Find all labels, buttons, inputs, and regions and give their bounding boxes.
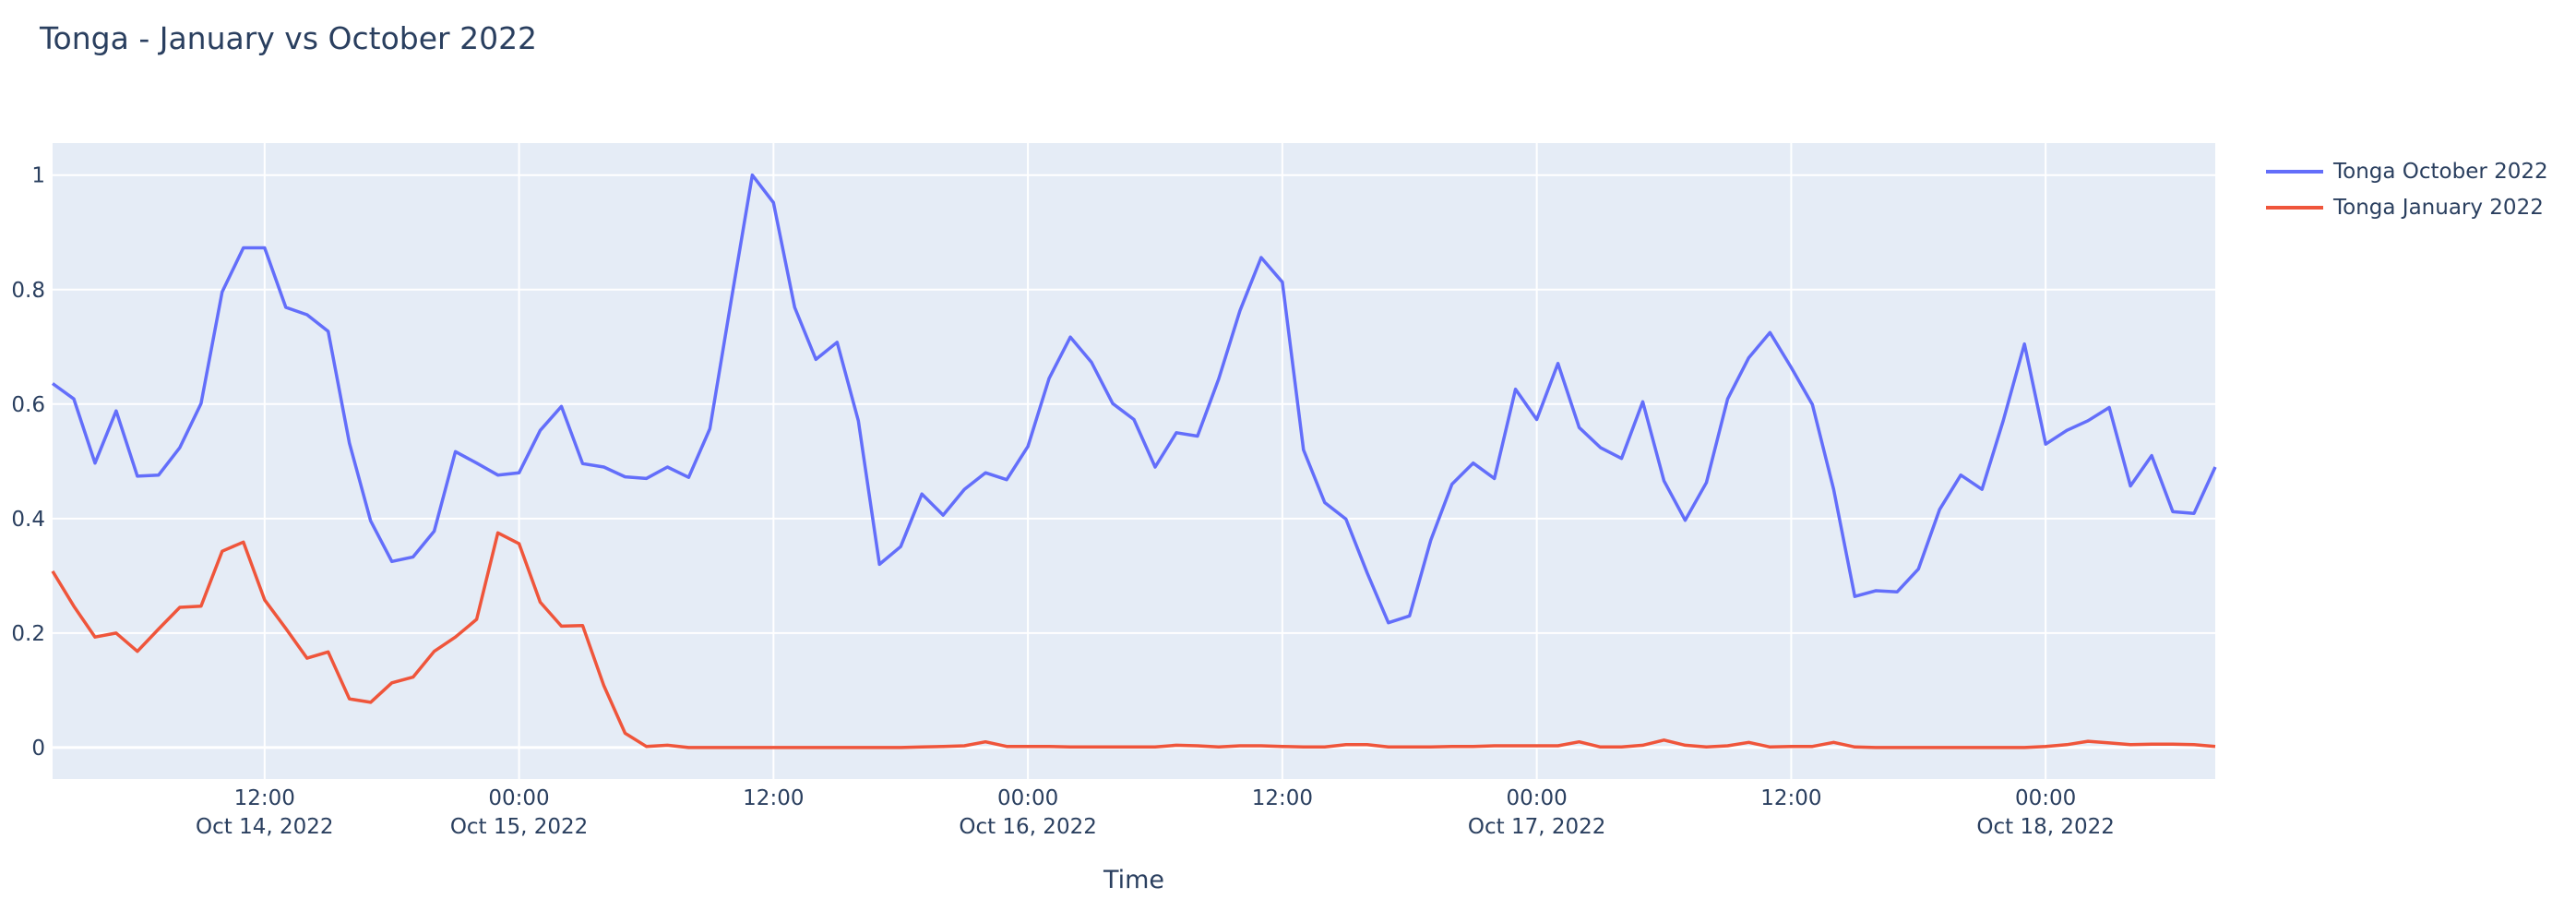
y-tick-label: 0.6: [11, 393, 45, 417]
legend[interactable]: Tonga October 2022 Tonga January 2022: [2266, 153, 2548, 225]
x-tick-label: 00:00: [997, 786, 1058, 810]
x-tick-label: 12:00: [1760, 786, 1821, 810]
legend-swatch-january: [2266, 205, 2323, 210]
x-tick-date-label: Oct 14, 2022: [196, 815, 334, 839]
legend-label: Tonga October 2022: [2333, 159, 2548, 184]
chart-title: Tonga - January vs October 2022: [40, 20, 538, 56]
legend-item-january[interactable]: Tonga January 2022: [2266, 189, 2548, 225]
y-tick-label: 0.8: [11, 279, 45, 303]
x-tick-label: 12:00: [234, 786, 295, 810]
x-tick-label: 12:00: [743, 786, 804, 810]
x-tick-label: 00:00: [2015, 786, 2076, 810]
y-tick-label: 0.4: [11, 508, 45, 532]
series-line-october: [51, 173, 2217, 625]
legend-item-october[interactable]: Tonga October 2022: [2266, 153, 2548, 189]
x-tick-date-label: Oct 16, 2022: [959, 815, 1097, 839]
x-tick-date-label: Oct 15, 2022: [450, 815, 589, 839]
y-tick-label: 0: [31, 737, 45, 761]
series-lines: [51, 173, 2217, 749]
x-tick-label: 00:00: [1506, 786, 1567, 810]
x-axis-title: Time: [1103, 866, 1164, 894]
x-tick-date-label: Oct 17, 2022: [1468, 815, 1606, 839]
y-axis-ticks: 0 0.2 0.4 0.6 0.8 1: [11, 164, 45, 761]
plot-area: [53, 143, 2215, 779]
x-tick-label: 12:00: [1252, 786, 1313, 810]
series-line-january: [51, 531, 2216, 749]
x-tick-date-label: Oct 18, 2022: [1976, 815, 2115, 839]
gridlines: [53, 143, 2215, 779]
legend-swatch-october: [2266, 169, 2323, 174]
x-axis-ticks: 12:00 Oct 14, 2022 00:00 Oct 15, 2022 12:00 0…: [196, 786, 2115, 839]
y-tick-label: 0.2: [11, 622, 45, 646]
legend-label: Tonga January 2022: [2333, 195, 2544, 220]
x-tick-label: 00:00: [488, 786, 549, 810]
y-tick-label: 1: [31, 164, 45, 188]
